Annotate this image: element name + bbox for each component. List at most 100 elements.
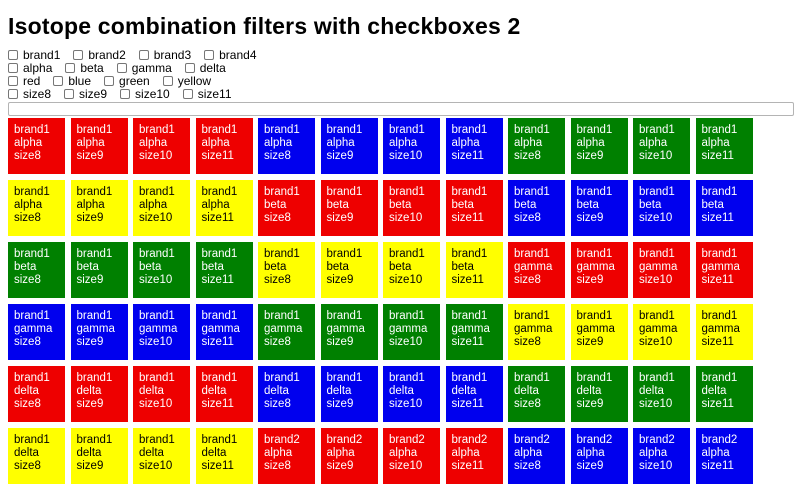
filter-option-brand4[interactable]: brand4 <box>204 48 257 62</box>
filter-option-brand1[interactable]: brand1 <box>8 48 60 62</box>
filter-option-size8[interactable]: size8 <box>8 87 51 101</box>
checkbox-delta[interactable] <box>184 62 195 73</box>
tile-brand1-alpha-size10-red: brand1 alpha size10 <box>133 118 190 175</box>
checkbox-size9[interactable] <box>64 88 75 99</box>
tile-label: size11 <box>201 274 234 287</box>
tile-label: delta <box>326 385 352 398</box>
filter-option-size9[interactable]: size9 <box>64 87 107 101</box>
tile-label: alpha <box>14 137 43 150</box>
tile-brand1-beta-size10-blue: brand1 beta size10 <box>633 180 690 237</box>
filter-option-green[interactable]: green <box>104 74 150 88</box>
filter-option-size10[interactable]: size10 <box>120 87 170 101</box>
tile-label: size8 <box>14 460 41 473</box>
checkbox-size11[interactable] <box>182 88 193 99</box>
checkbox-alpha[interactable] <box>8 62 18 73</box>
tile-label: size11 <box>451 274 484 287</box>
filter-option-beta[interactable]: beta <box>65 61 104 75</box>
tile-label: brand1 <box>264 248 300 261</box>
tile-brand1-delta-size10-red: brand1 delta size10 <box>133 366 190 423</box>
tile-label: brand1 <box>701 372 738 385</box>
filter-option-gamma[interactable]: gamma <box>116 61 172 75</box>
tile-brand1-gamma-size8-blue: brand1 gamma size8 <box>8 304 65 361</box>
filter-option-size11[interactable]: size11 <box>182 87 232 101</box>
tile-brand2-alpha-size10-red: brand2 alpha size10 <box>383 428 440 484</box>
tile-label: brand2 <box>576 434 613 447</box>
tile-label: beta <box>76 261 99 274</box>
tile-label: size8 <box>514 460 541 473</box>
tile-label: size8 <box>514 150 541 163</box>
tile-brand1-beta-size9-blue: brand1 beta size9 <box>570 180 628 237</box>
checkbox-size8[interactable] <box>8 88 18 99</box>
filter-row-brand: brand1 brand2 brand3 brand4 <box>8 48 792 62</box>
tile-label: brand1 <box>576 248 613 261</box>
filter-option-yellow[interactable]: yellow <box>162 74 211 88</box>
tile-label: gamma <box>639 323 678 336</box>
tile-label: size9 <box>576 150 604 163</box>
checkbox-brand3[interactable] <box>138 49 149 60</box>
checkbox-beta[interactable] <box>65 62 76 73</box>
tile-label: size10 <box>139 212 173 225</box>
tile-label: brand1 <box>576 186 613 199</box>
filter-row-variant: alpha beta gamma delta <box>8 61 792 75</box>
tile-label: size11 <box>451 150 484 163</box>
checkbox-brand2[interactable] <box>73 49 84 60</box>
checkbox-yellow[interactable] <box>162 75 173 86</box>
tile-brand1-beta-size9-yellow: brand1 beta size9 <box>320 242 378 299</box>
tile-label: beta <box>514 199 537 212</box>
tile-label: size9 <box>326 212 354 225</box>
tile-label: brand1 <box>576 372 613 385</box>
filter-option-alpha[interactable]: alpha <box>8 61 52 75</box>
tile-label: size9 <box>76 212 104 225</box>
checkbox-brand1[interactable] <box>8 49 18 60</box>
tile-label: alpha <box>451 447 480 460</box>
checkbox-size10[interactable] <box>120 88 131 99</box>
checkbox-gamma[interactable] <box>116 62 127 73</box>
tile-label: brand1 <box>139 186 175 199</box>
tile-label: size10 <box>139 336 173 349</box>
tile-brand1-delta-size10-blue: brand1 delta size10 <box>383 366 440 423</box>
tile-label: brand2 <box>264 434 300 447</box>
filter-option-brand2[interactable]: brand2 <box>73 48 126 62</box>
tile-brand1-delta-size11-red: brand1 delta size11 <box>195 366 253 423</box>
tile-brand1-alpha-size11-red: brand1 alpha size11 <box>195 118 253 175</box>
filter-option-blue[interactable]: blue <box>53 74 91 88</box>
tile-label: brand1 <box>389 372 425 385</box>
checkbox-blue[interactable] <box>53 75 64 86</box>
checkbox-label-brand1: brand1 <box>23 47 61 62</box>
tile-label: beta <box>389 199 412 212</box>
checkbox-label-alpha: alpha <box>23 60 53 75</box>
tile-label: size9 <box>76 150 104 163</box>
tile-brand1-gamma-size11-green: brand1 gamma size11 <box>445 304 503 361</box>
tile-label: delta <box>76 385 102 398</box>
tile-label: brand1 <box>576 124 613 137</box>
tile-label: size10 <box>389 274 423 287</box>
filter-option-delta[interactable]: delta <box>184 61 226 75</box>
tile-label: alpha <box>576 137 605 150</box>
filter-search-input[interactable] <box>8 102 794 117</box>
checkbox-red[interactable] <box>8 75 18 86</box>
tile-label: size8 <box>14 336 41 349</box>
tile-brand1-beta-size10-yellow: brand1 beta size10 <box>383 242 440 299</box>
tile-label: gamma <box>201 323 240 336</box>
filter-option-red[interactable]: red <box>8 74 40 88</box>
tile-label: brand1 <box>76 248 113 261</box>
tile-label: size10 <box>639 336 673 349</box>
tile-label: brand1 <box>514 186 550 199</box>
tile-brand1-gamma-size9-blue: brand1 gamma size9 <box>70 304 128 361</box>
tile-label: brand1 <box>701 186 738 199</box>
tile-brand1-gamma-size10-yellow: brand1 gamma size10 <box>633 304 690 361</box>
checkbox-brand4[interactable] <box>204 49 215 60</box>
tile-brand2-alpha-size11-red: brand2 alpha size11 <box>445 428 503 484</box>
tile-label: size9 <box>576 460 604 473</box>
tile-label: brand1 <box>451 186 488 199</box>
tile-brand1-beta-size11-blue: brand1 beta size11 <box>695 180 753 237</box>
checkbox-green[interactable] <box>104 75 115 86</box>
tile-brand1-gamma-size8-red: brand1 gamma size8 <box>508 242 565 299</box>
filter-option-brand3[interactable]: brand3 <box>138 48 191 62</box>
tile-brand1-gamma-size9-red: brand1 gamma size9 <box>570 242 628 299</box>
tile-label: beta <box>701 199 724 212</box>
tile-label: size10 <box>639 212 673 225</box>
tile-label: alpha <box>326 447 355 460</box>
tile-label: size8 <box>14 212 41 225</box>
tile-label: brand2 <box>389 434 425 447</box>
